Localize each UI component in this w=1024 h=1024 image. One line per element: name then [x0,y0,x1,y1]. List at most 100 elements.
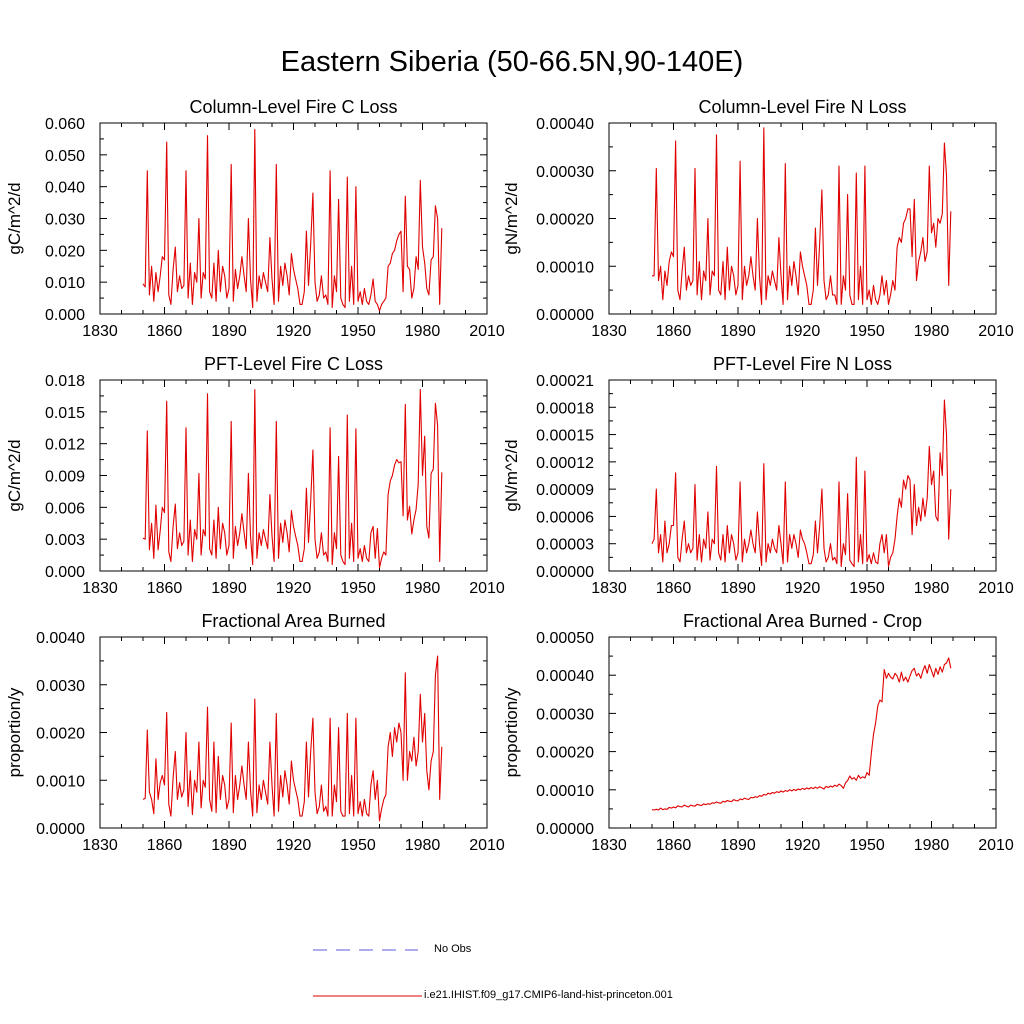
x-tick-label: 1890 [211,837,247,854]
y-axis-label: gN/m^2/d [502,182,521,254]
series-line [142,655,443,822]
y-tick-label: 0.010 [45,275,85,292]
panels-group: Column-Level Fire C Loss gC/m^2/d 1830 1860… [5,97,1014,854]
chart-panel-5: Fractional Area Burned proportion/y 1830 18… [5,611,505,854]
series-line [652,127,952,305]
x-tick-label: 1950 [849,837,885,854]
x-tick-label: 2010 [469,580,505,597]
x-tick-label: 1950 [340,323,376,340]
chart-title: PFT-Level Fire C Loss [204,354,383,374]
y-tick-label: 0.00040 [536,116,594,133]
x-tick-label: 2010 [978,837,1014,854]
y-tick-label: 0.009 [45,469,85,486]
x-tick-label: 1980 [914,580,950,597]
legend-label-no-obs: No Obs [434,943,472,955]
y-tick-label: 0.012 [45,437,85,454]
y-tick-label: 0.00015 [536,428,594,445]
x-tick-label: 2010 [469,323,505,340]
x-tick-label: 1860 [147,580,183,597]
y-axis-label: proportion/y [5,687,24,777]
x-tick-label: 1830 [82,323,118,340]
x-tick-label: 1890 [211,323,247,340]
chart-title: Fractional Area Burned - Crop [683,611,922,631]
x-tick-label: 1980 [914,323,950,340]
x-tick-label: 1980 [405,323,441,340]
x-tick-label: 2010 [469,837,505,854]
x-tick-label: 1830 [591,580,627,597]
y-axis-label: gC/m^2/d [5,439,24,511]
x-tick-label: 1830 [591,837,627,854]
y-tick-label: 0.030 [45,212,85,229]
series-line [651,399,952,568]
y-tick-label: 0.000 [45,564,85,581]
y-axis-label: gN/m^2/d [502,439,521,511]
y-tick-label: 0.0000 [36,821,85,838]
chart-title: Column-Level Fire C Loss [189,97,397,117]
y-tick-label: 0.00030 [536,706,594,723]
y-tick-label: 0.00000 [536,307,594,324]
y-tick-label: 0.00010 [536,783,594,800]
y-tick-label: 0.0010 [36,773,85,790]
y-tick-label: 0.00021 [536,373,594,390]
y-tick-label: 0.0020 [36,726,85,743]
x-tick-label: 1890 [720,580,756,597]
y-tick-label: 0.00000 [536,564,594,581]
y-tick-label: 0.00010 [536,259,594,276]
y-tick-label: 0.060 [45,116,85,133]
x-tick-label: 1920 [276,323,312,340]
y-tick-label: 0.00020 [536,212,594,229]
series-line [651,657,952,811]
x-tick-label: 1920 [785,323,821,340]
x-tick-label: 1830 [82,580,118,597]
y-tick-label: 0.0030 [36,678,85,695]
y-tick-label: 0.00018 [536,400,594,417]
y-tick-label: 0.00050 [536,630,594,647]
x-tick-label: 1860 [656,323,692,340]
y-tick-label: 0.018 [45,373,85,390]
plot-frame [608,379,997,572]
chart-title: Fractional Area Burned [201,611,385,631]
x-tick-label: 1950 [340,580,376,597]
chart-title: Column-Level Fire N Loss [698,97,906,117]
x-tick-label: 1950 [849,323,885,340]
x-tick-label: 1980 [405,580,441,597]
y-tick-label: 0.006 [45,500,85,517]
y-tick-label: 0.015 [45,405,85,422]
y-tick-label: 0.00009 [536,482,594,499]
figure-title: Eastern Siberia (50-66.5N,90-140E) [280,46,744,78]
chart-panel-1: Column-Level Fire C Loss gC/m^2/d 1830 1860… [5,97,505,340]
y-tick-label: 0.00003 [536,537,594,554]
series-line [142,128,443,312]
y-tick-label: 0.0040 [36,630,85,647]
y-axis-label: gC/m^2/d [5,182,24,254]
y-tick-label: 0.00000 [536,821,594,838]
legend-label-model: i.e21.IHIST.f09_g17.CMIP6-land-hist-prin… [424,989,673,1001]
y-tick-label: 0.040 [45,180,85,197]
x-tick-label: 1950 [340,837,376,854]
x-tick-label: 1830 [591,323,627,340]
x-tick-label: 2010 [978,580,1014,597]
legend [313,949,422,997]
y-tick-label: 0.00006 [536,509,594,526]
y-tick-label: 0.00030 [536,164,594,181]
x-tick-label: 1860 [147,323,183,340]
x-tick-label: 1920 [785,837,821,854]
x-tick-label: 1950 [849,580,885,597]
chart-panel-6: Fractional Area Burned - Crop proportion/… [502,611,1014,854]
x-tick-label: 1920 [276,837,312,854]
x-tick-label: 1890 [720,323,756,340]
y-tick-label: 0.000 [45,307,85,324]
x-tick-label: 1830 [82,837,118,854]
x-tick-label: 1890 [211,580,247,597]
y-tick-label: 0.00020 [536,745,594,762]
x-tick-label: 1890 [720,837,756,854]
x-tick-label: 1860 [656,580,692,597]
x-tick-label: 1920 [785,580,821,597]
x-tick-label: 1860 [656,837,692,854]
chart-panel-2: Column-Level Fire N Loss gN/m^2/d 1830 1860… [502,97,1014,340]
series-line [142,388,443,569]
x-tick-label: 1920 [276,580,312,597]
y-tick-label: 0.020 [45,243,85,260]
x-tick-label: 1980 [914,837,950,854]
